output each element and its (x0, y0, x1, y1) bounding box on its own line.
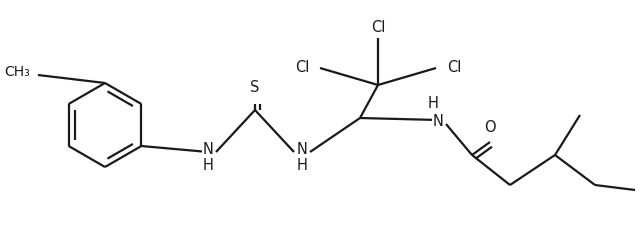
Text: N: N (203, 143, 213, 157)
Text: S: S (250, 80, 260, 95)
Text: H: H (203, 158, 213, 173)
Text: Cl: Cl (295, 61, 309, 76)
Text: H: H (428, 96, 438, 111)
Text: Cl: Cl (447, 61, 461, 76)
Text: Cl: Cl (371, 21, 385, 36)
Text: O: O (484, 121, 496, 135)
Text: H: H (296, 158, 307, 173)
Text: CH₃: CH₃ (4, 65, 30, 79)
Text: N: N (433, 114, 444, 129)
Text: N: N (296, 143, 307, 157)
